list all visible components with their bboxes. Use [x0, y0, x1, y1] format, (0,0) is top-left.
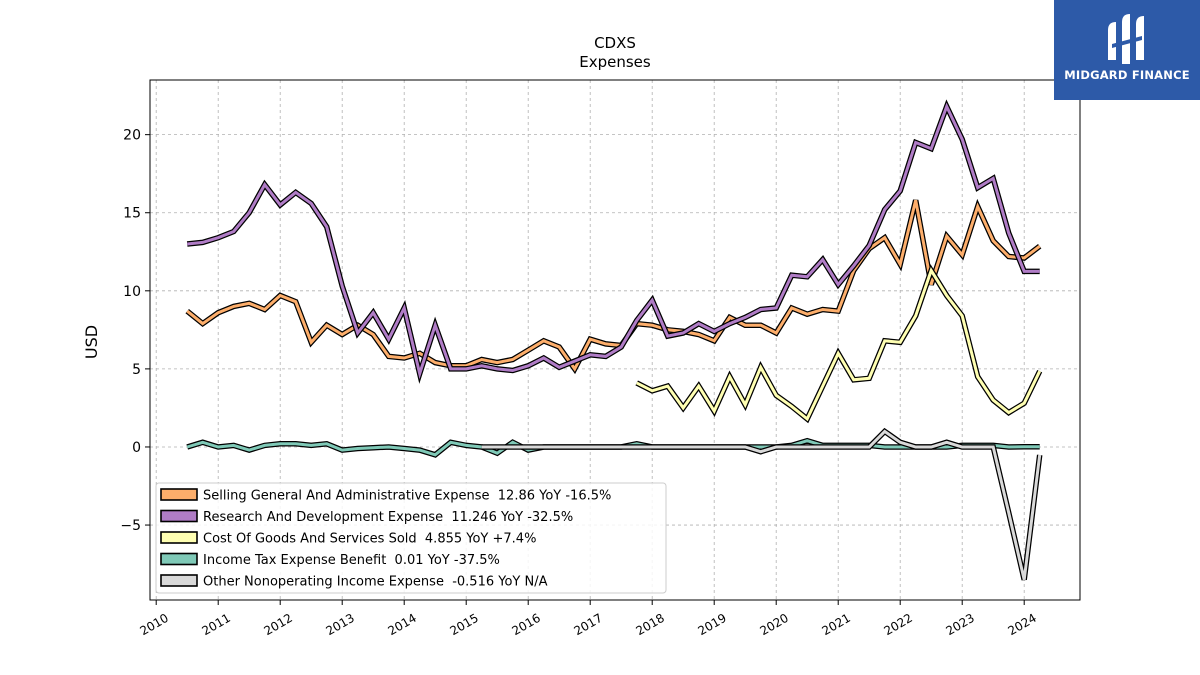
series-lines: [185, 99, 1043, 581]
y-axis-label: USD: [82, 325, 101, 359]
brand-logo: MIDGARD FINANCE: [1054, 0, 1200, 100]
x-tick-label: 2014: [385, 611, 418, 638]
y-tick-label: 5: [132, 362, 141, 378]
legend-swatch: [160, 531, 198, 544]
x-tick-label: 2013: [323, 611, 356, 638]
series-stroke: [187, 102, 1040, 380]
legend-label: Cost Of Goods And Services Sold 4.855 Yo…: [203, 532, 536, 547]
x-tick-label: 2019: [695, 611, 728, 638]
x-tick-label: 2023: [943, 611, 976, 638]
chart-title: CDXS: [594, 34, 636, 52]
chart-subtitle: Expenses: [579, 53, 651, 71]
series-line-1: [186, 99, 1040, 384]
legend: Selling General And Administrative Expen…: [155, 482, 667, 594]
y-tick-label: −5: [120, 518, 141, 534]
legend-swatch: [160, 574, 198, 587]
x-tick-label: 2020: [757, 611, 790, 638]
x-tick-label: 2015: [447, 611, 480, 638]
legend-swatch: [160, 509, 198, 523]
series-stroke: [481, 429, 1042, 581]
legend-label: Other Nonoperating Income Expense -0.516…: [203, 575, 548, 590]
y-tick-label: 15: [123, 206, 141, 222]
series-line-4: [481, 427, 1043, 581]
legend-swatch: [160, 552, 198, 566]
y-tick-label: 20: [123, 128, 141, 144]
legend-label: Selling General And Administrative Expen…: [203, 489, 611, 504]
brand-name: MIDGARD FINANCE: [1064, 68, 1190, 82]
series-line-0: [185, 198, 1042, 375]
x-tick-label: 2016: [509, 611, 542, 638]
x-tick-label: 2022: [881, 611, 914, 638]
legend-box: [155, 482, 667, 594]
x-tick-label: 2010: [137, 611, 170, 638]
series-stroke: [636, 267, 1042, 422]
y-tick-label: 0: [132, 440, 141, 456]
legend-label: Research And Development Expense 11.246 …: [203, 510, 573, 525]
x-tick-label: 2011: [199, 611, 232, 638]
legend-swatch: [160, 488, 198, 501]
series-outline: [186, 99, 1040, 384]
x-tick-label: 2012: [261, 611, 294, 638]
series-stroke: [186, 199, 1041, 372]
midgard-logo-icon: [1108, 14, 1144, 64]
y-tick-label: 10: [123, 284, 141, 300]
x-tick-label: 2021: [819, 611, 852, 638]
plot-frame: [149, 79, 1081, 601]
x-tick-label: 2017: [571, 611, 604, 638]
series-line-2: [635, 264, 1043, 424]
legend-label: Income Tax Expense Benefit 0.01 YoY -37.…: [203, 553, 500, 568]
x-tick-label: 2024: [1005, 611, 1038, 638]
x-tick-label: 2018: [633, 611, 666, 638]
